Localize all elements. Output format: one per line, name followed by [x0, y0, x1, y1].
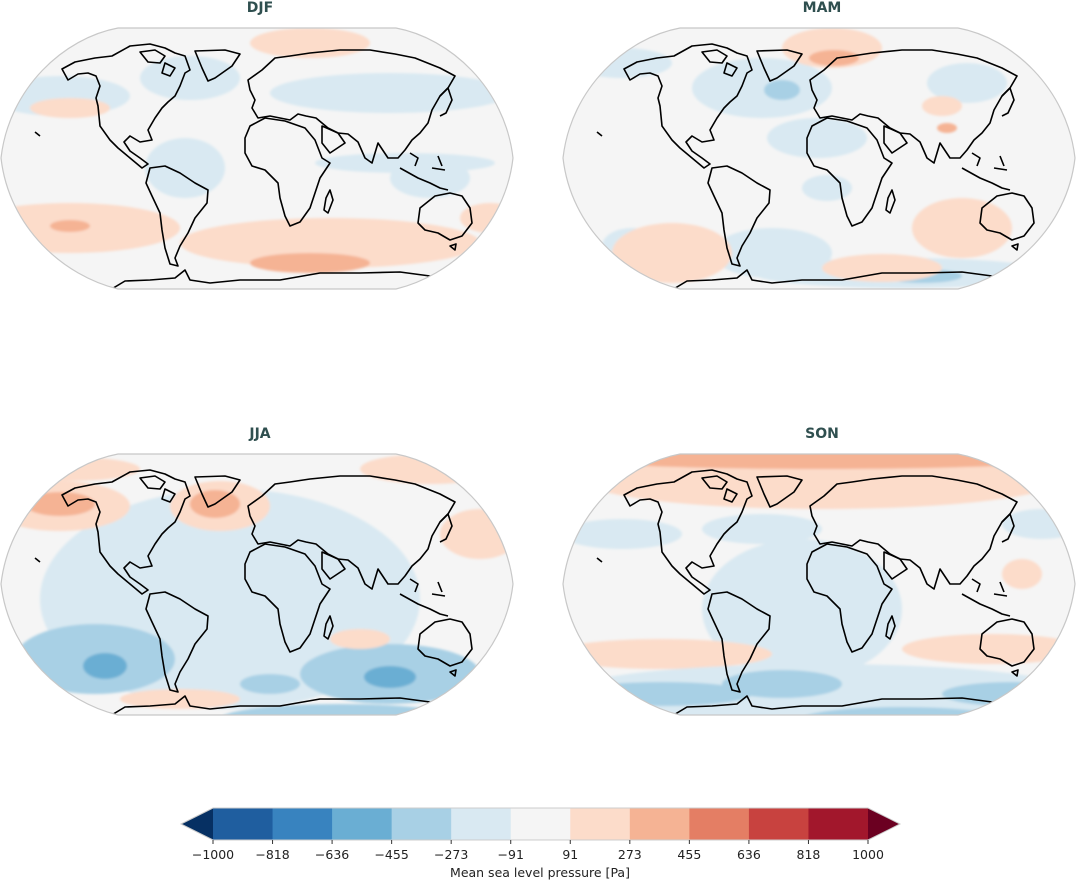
- colorbar-segment: [332, 808, 393, 840]
- panel-title-son: SON: [805, 426, 839, 442]
- colorbar-tick-label: 1000: [852, 847, 884, 862]
- anomaly-field: [563, 454, 1075, 715]
- panel-title-djf: DJF: [246, 0, 274, 16]
- colorbar-extend-max: [868, 808, 900, 840]
- colorbar-tick-label: −455: [374, 847, 409, 862]
- colorbar-segment: [808, 808, 869, 840]
- colorbar-tick-label: −818: [255, 847, 290, 862]
- colorbar: −1000 −818 −636 −455 −273 −91 91 273 455 636 818 10…: [170, 800, 910, 883]
- colorbar-segment: [689, 808, 750, 840]
- map-border: [562, 27, 1076, 290]
- colorbar-tick-label: −91: [497, 847, 524, 862]
- map-jja: [0, 453, 514, 716]
- colorbar-segment: [629, 808, 690, 840]
- colorbar-segment: [510, 808, 571, 840]
- map-mam: [562, 27, 1076, 290]
- panel-jja: JJA: [0, 426, 520, 726]
- panel-title-mam: MAM: [802, 0, 842, 16]
- colorbar-tick-label: 818: [796, 847, 821, 862]
- colorbar-tick-label: −1000: [191, 847, 235, 862]
- colorbar-label: Mean sea level pressure [Pa]: [450, 865, 630, 880]
- map-djf: [0, 27, 514, 290]
- colorbar-extend-min: [181, 808, 213, 840]
- colorbar-tick-label: 455: [677, 847, 702, 862]
- colorbar-tick-label: 91: [562, 847, 579, 862]
- colorbar-tick-label: 273: [617, 847, 642, 862]
- colorbar-segment: [213, 808, 274, 840]
- map-border: [562, 453, 1076, 716]
- panel-djf: DJF: [0, 0, 520, 300]
- panel-mam: MAM: [562, 0, 1082, 300]
- colorbar-segment: [748, 808, 809, 840]
- colorbar-tick-label: 636: [736, 847, 761, 862]
- colorbar-segment: [272, 808, 333, 840]
- panel-title-jja: JJA: [249, 426, 271, 442]
- colorbar-bar: [179, 807, 902, 844]
- colorbar-segment: [570, 808, 631, 840]
- map-son: [562, 453, 1076, 716]
- colorbar-tick-label: −636: [314, 847, 350, 862]
- colorbar-tick-label: −273: [434, 847, 469, 862]
- colorbar-segment: [451, 808, 512, 840]
- panel-son: SON: [562, 426, 1082, 726]
- colorbar-segment: [391, 808, 452, 840]
- map-border: [0, 453, 514, 716]
- map-border: [0, 27, 514, 290]
- anomaly-field: [572, 28, 1052, 288]
